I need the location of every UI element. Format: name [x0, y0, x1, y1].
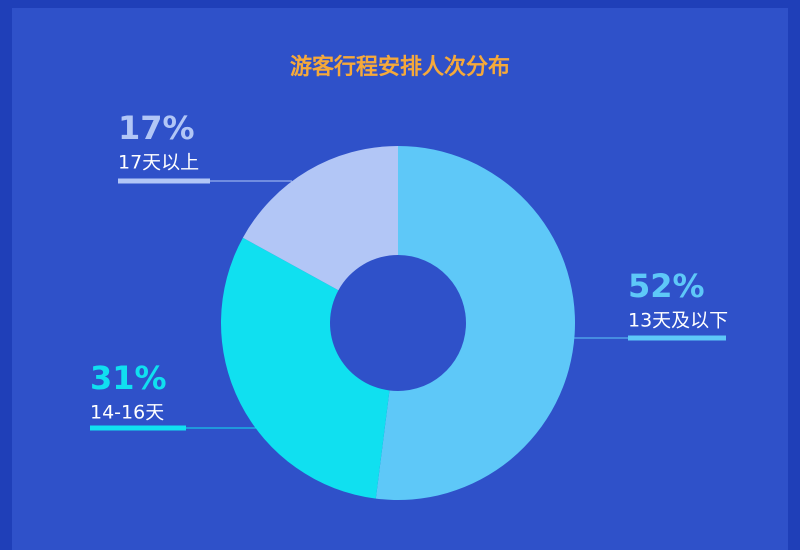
category-label: 17天以上: [118, 152, 199, 174]
donut-slice: [242, 146, 398, 291]
label-bar: [628, 335, 726, 341]
value-label: 17%: [118, 109, 195, 147]
category-label: 14-16天: [90, 402, 164, 424]
label-bar: [118, 178, 210, 184]
category-label: 13天及以下: [628, 310, 728, 332]
value-label: 31%: [90, 359, 167, 397]
chart-title: 游客行程安排人次分布: [290, 54, 510, 80]
value-label: 52%: [628, 267, 705, 305]
label-bar: [90, 425, 186, 431]
donut-slice: [375, 146, 575, 500]
donut-slice: [221, 237, 390, 499]
